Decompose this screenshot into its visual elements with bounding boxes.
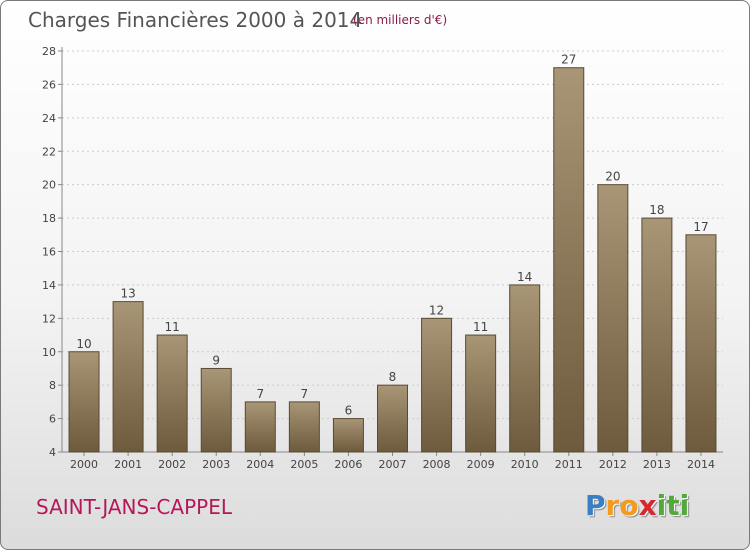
value-label: 17 [693,220,708,234]
y-tick-label: 18 [42,212,56,225]
value-label: 14 [517,270,532,284]
bar-2001 [112,301,144,453]
bar-2006 [332,418,364,453]
commune-name: SAINT-JANS-CAPPEL [36,495,232,519]
bar-2009 [465,334,497,453]
value-label: 10 [76,337,91,351]
bar-2005 [288,401,320,453]
chart-subtitle: (en milliers d'€) [353,13,448,27]
logo-letter: o [619,489,639,522]
value-labels: 10 13 11 9 7 7 6 8 12 11 14 27 20 18 17 [76,53,708,418]
x-tick-label: 2010 [511,458,539,471]
bar-2012 [597,184,629,453]
y-tick-label: 4 [49,446,56,459]
value-label: 13 [120,287,135,301]
bar-2010 [509,284,541,453]
bars [68,67,717,453]
value-label: 27 [561,53,576,67]
bar-2002 [156,334,188,453]
bar-2011 [553,67,585,453]
x-tick-label: 2004 [246,458,274,471]
bar-2004 [244,401,276,453]
bar-2008 [421,317,453,453]
y-tick-label: 12 [42,312,56,325]
value-label: 20 [605,170,620,184]
value-label: 9 [212,353,220,367]
logo-letter: i [679,489,690,522]
logo-letter: P [585,489,606,522]
x-tick-label: 2006 [334,458,362,471]
x-tick-label: 2005 [290,458,318,471]
proxiti-logo: Proxiti [585,489,689,522]
x-tick-label: 2008 [423,458,451,471]
logo-letter: i [656,489,667,522]
x-tick-label: 2003 [202,458,230,471]
x-tick-label: 2002 [158,458,186,471]
chart-title: Charges Financières 2000 à 2014 [28,8,363,32]
y-tick-label: 28 [42,45,56,58]
value-label: 7 [301,387,309,401]
bar-2014 [685,234,717,453]
bar-2013 [641,217,673,453]
x-tick-label: 2009 [467,458,495,471]
value-label: 11 [473,320,488,334]
y-tick-label: 26 [42,78,56,91]
value-label: 8 [389,370,397,384]
value-label: 18 [649,203,664,217]
x-tick-label: 2001 [114,458,142,471]
y-tick-label: 16 [42,246,56,259]
y-tick-label: 20 [42,179,56,192]
y-tick-label: 10 [42,346,56,359]
axes: 4 6 8 10 12 14 16 18 20 22 24 26 28 2000 2001 2002 2003 2… [42,45,723,471]
y-tick-label: 24 [42,112,56,125]
logo-letter: r [605,489,620,522]
x-tick-label: 2007 [379,458,407,471]
value-label: 6 [345,404,353,418]
value-label: 12 [429,303,444,317]
x-tick-label: 2011 [555,458,583,471]
bar-2003 [200,367,232,453]
x-tick-label: 2000 [70,458,98,471]
x-tick-label: 2012 [599,458,627,471]
logo-letter: x [638,489,657,522]
y-tick-label: 6 [49,413,56,426]
value-label: 11 [165,320,180,334]
x-tick-label: 2014 [687,458,715,471]
y-tick-label: 14 [42,279,56,292]
bar-2007 [377,384,408,453]
value-label: 7 [256,387,264,401]
y-tick-label: 8 [49,379,56,392]
x-tick-label: 2013 [643,458,671,471]
y-tick-label: 22 [42,145,56,158]
bar-2000 [68,351,100,453]
logo-letter: t [666,489,680,522]
